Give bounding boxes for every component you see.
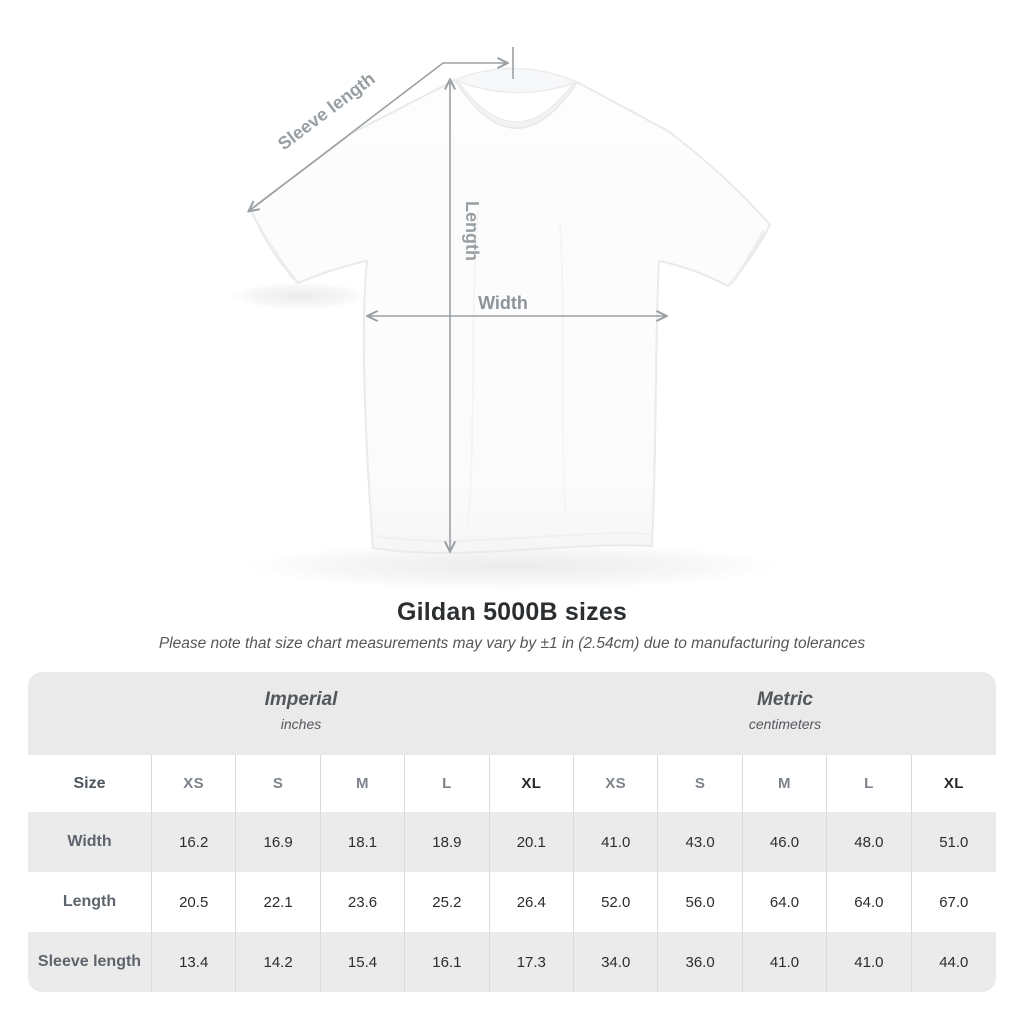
size-header-row: Size XS S M L XL XS S M L XL bbox=[28, 755, 996, 812]
body-crease-2 bbox=[559, 219, 567, 521]
cell: 13.4 bbox=[152, 932, 237, 992]
imperial-sublabel: inches bbox=[280, 716, 322, 732]
size-col-metric-xl: XL bbox=[943, 775, 964, 792]
tshirt-back-collar bbox=[452, 67, 580, 94]
metric-header: Metric centimeters bbox=[574, 672, 996, 755]
width-label: Width bbox=[478, 293, 528, 313]
sleeve-length-line bbox=[249, 63, 507, 211]
imperial-label: Imperial bbox=[264, 689, 338, 710]
cell: 16.2 bbox=[152, 812, 237, 872]
cell: 17.3 bbox=[490, 932, 574, 992]
cell: 64.0 bbox=[827, 872, 912, 932]
cell: 41.0 bbox=[743, 932, 828, 992]
table-row-sleeve-length: Sleeve length 13.4 14.2 15.4 16.1 17.3 3… bbox=[28, 932, 996, 992]
cell: 16.1 bbox=[405, 932, 490, 992]
cell: 25.2 bbox=[405, 872, 490, 932]
size-table: Imperial inches Metric centimeters Size … bbox=[28, 672, 996, 992]
shirt-shadow bbox=[244, 542, 780, 590]
cell: 41.0 bbox=[827, 932, 912, 992]
size-col-metric-l: L bbox=[827, 755, 912, 812]
cell: 18.9 bbox=[405, 812, 490, 872]
imperial-header: Imperial inches bbox=[28, 672, 574, 755]
cell: 46.0 bbox=[743, 812, 828, 872]
cell: 22.1 bbox=[236, 872, 321, 932]
sleeve-shadow bbox=[230, 282, 370, 310]
tolerance-note: Please note that size chart measurements… bbox=[158, 635, 866, 652]
cell: 48.0 bbox=[827, 812, 912, 872]
cell: 51.0 bbox=[939, 833, 969, 851]
hem-seam bbox=[375, 532, 651, 542]
size-header-cell: Size bbox=[28, 755, 152, 812]
row-label-sleeve-length: Sleeve length bbox=[28, 932, 152, 992]
right-sleeve-hem bbox=[729, 230, 766, 285]
tshirt-measurement-diagram: Sleeve length Length Width bbox=[230, 47, 780, 590]
cell: 16.9 bbox=[236, 812, 321, 872]
table-row-length: Length 20.5 22.1 23.6 25.2 26.4 52.0 56.… bbox=[28, 872, 996, 932]
cell: 34.0 bbox=[574, 932, 659, 992]
cell: 64.0 bbox=[743, 872, 828, 932]
size-col-imperial-xl: XL bbox=[490, 755, 574, 812]
size-col-imperial-m: M bbox=[321, 755, 406, 812]
cell: 56.0 bbox=[658, 872, 743, 932]
cell: 15.4 bbox=[321, 932, 406, 992]
cell: 23.6 bbox=[321, 872, 406, 932]
cell: 44.0 bbox=[939, 953, 969, 971]
size-col-imperial-l: L bbox=[405, 755, 490, 812]
metric-label: Metric bbox=[757, 689, 813, 710]
size-col-metric-xs: XS bbox=[574, 755, 659, 812]
cell: 18.1 bbox=[321, 812, 406, 872]
cell: 26.4 bbox=[490, 872, 574, 932]
cell: 43.0 bbox=[658, 812, 743, 872]
cell: 41.0 bbox=[574, 812, 659, 872]
row-label-width: Width bbox=[28, 812, 152, 872]
row-label-length: Length bbox=[28, 872, 152, 932]
length-label: Length bbox=[462, 201, 482, 261]
cell: 52.0 bbox=[574, 872, 659, 932]
cell: 14.2 bbox=[236, 932, 321, 992]
body-crease bbox=[467, 209, 479, 526]
size-col-metric-m: M bbox=[743, 755, 828, 812]
size-col-imperial-s: S bbox=[236, 755, 321, 812]
size-col-metric-s: S bbox=[658, 755, 743, 812]
left-sleeve-hem bbox=[257, 225, 296, 280]
unit-header-row: Imperial inches Metric centimeters bbox=[28, 672, 996, 755]
cell: 36.0 bbox=[658, 932, 743, 992]
size-col-imperial-xs: XS bbox=[152, 755, 237, 812]
page-title: Gildan 5000B sizes bbox=[396, 598, 628, 626]
cell: 20.5 bbox=[152, 872, 237, 932]
cell: 20.1 bbox=[490, 812, 574, 872]
cell: 67.0 bbox=[939, 893, 969, 911]
metric-sublabel: centimeters bbox=[748, 716, 822, 732]
table-row-width: Width 16.2 16.9 18.1 18.9 20.1 41.0 43.0… bbox=[28, 812, 996, 872]
